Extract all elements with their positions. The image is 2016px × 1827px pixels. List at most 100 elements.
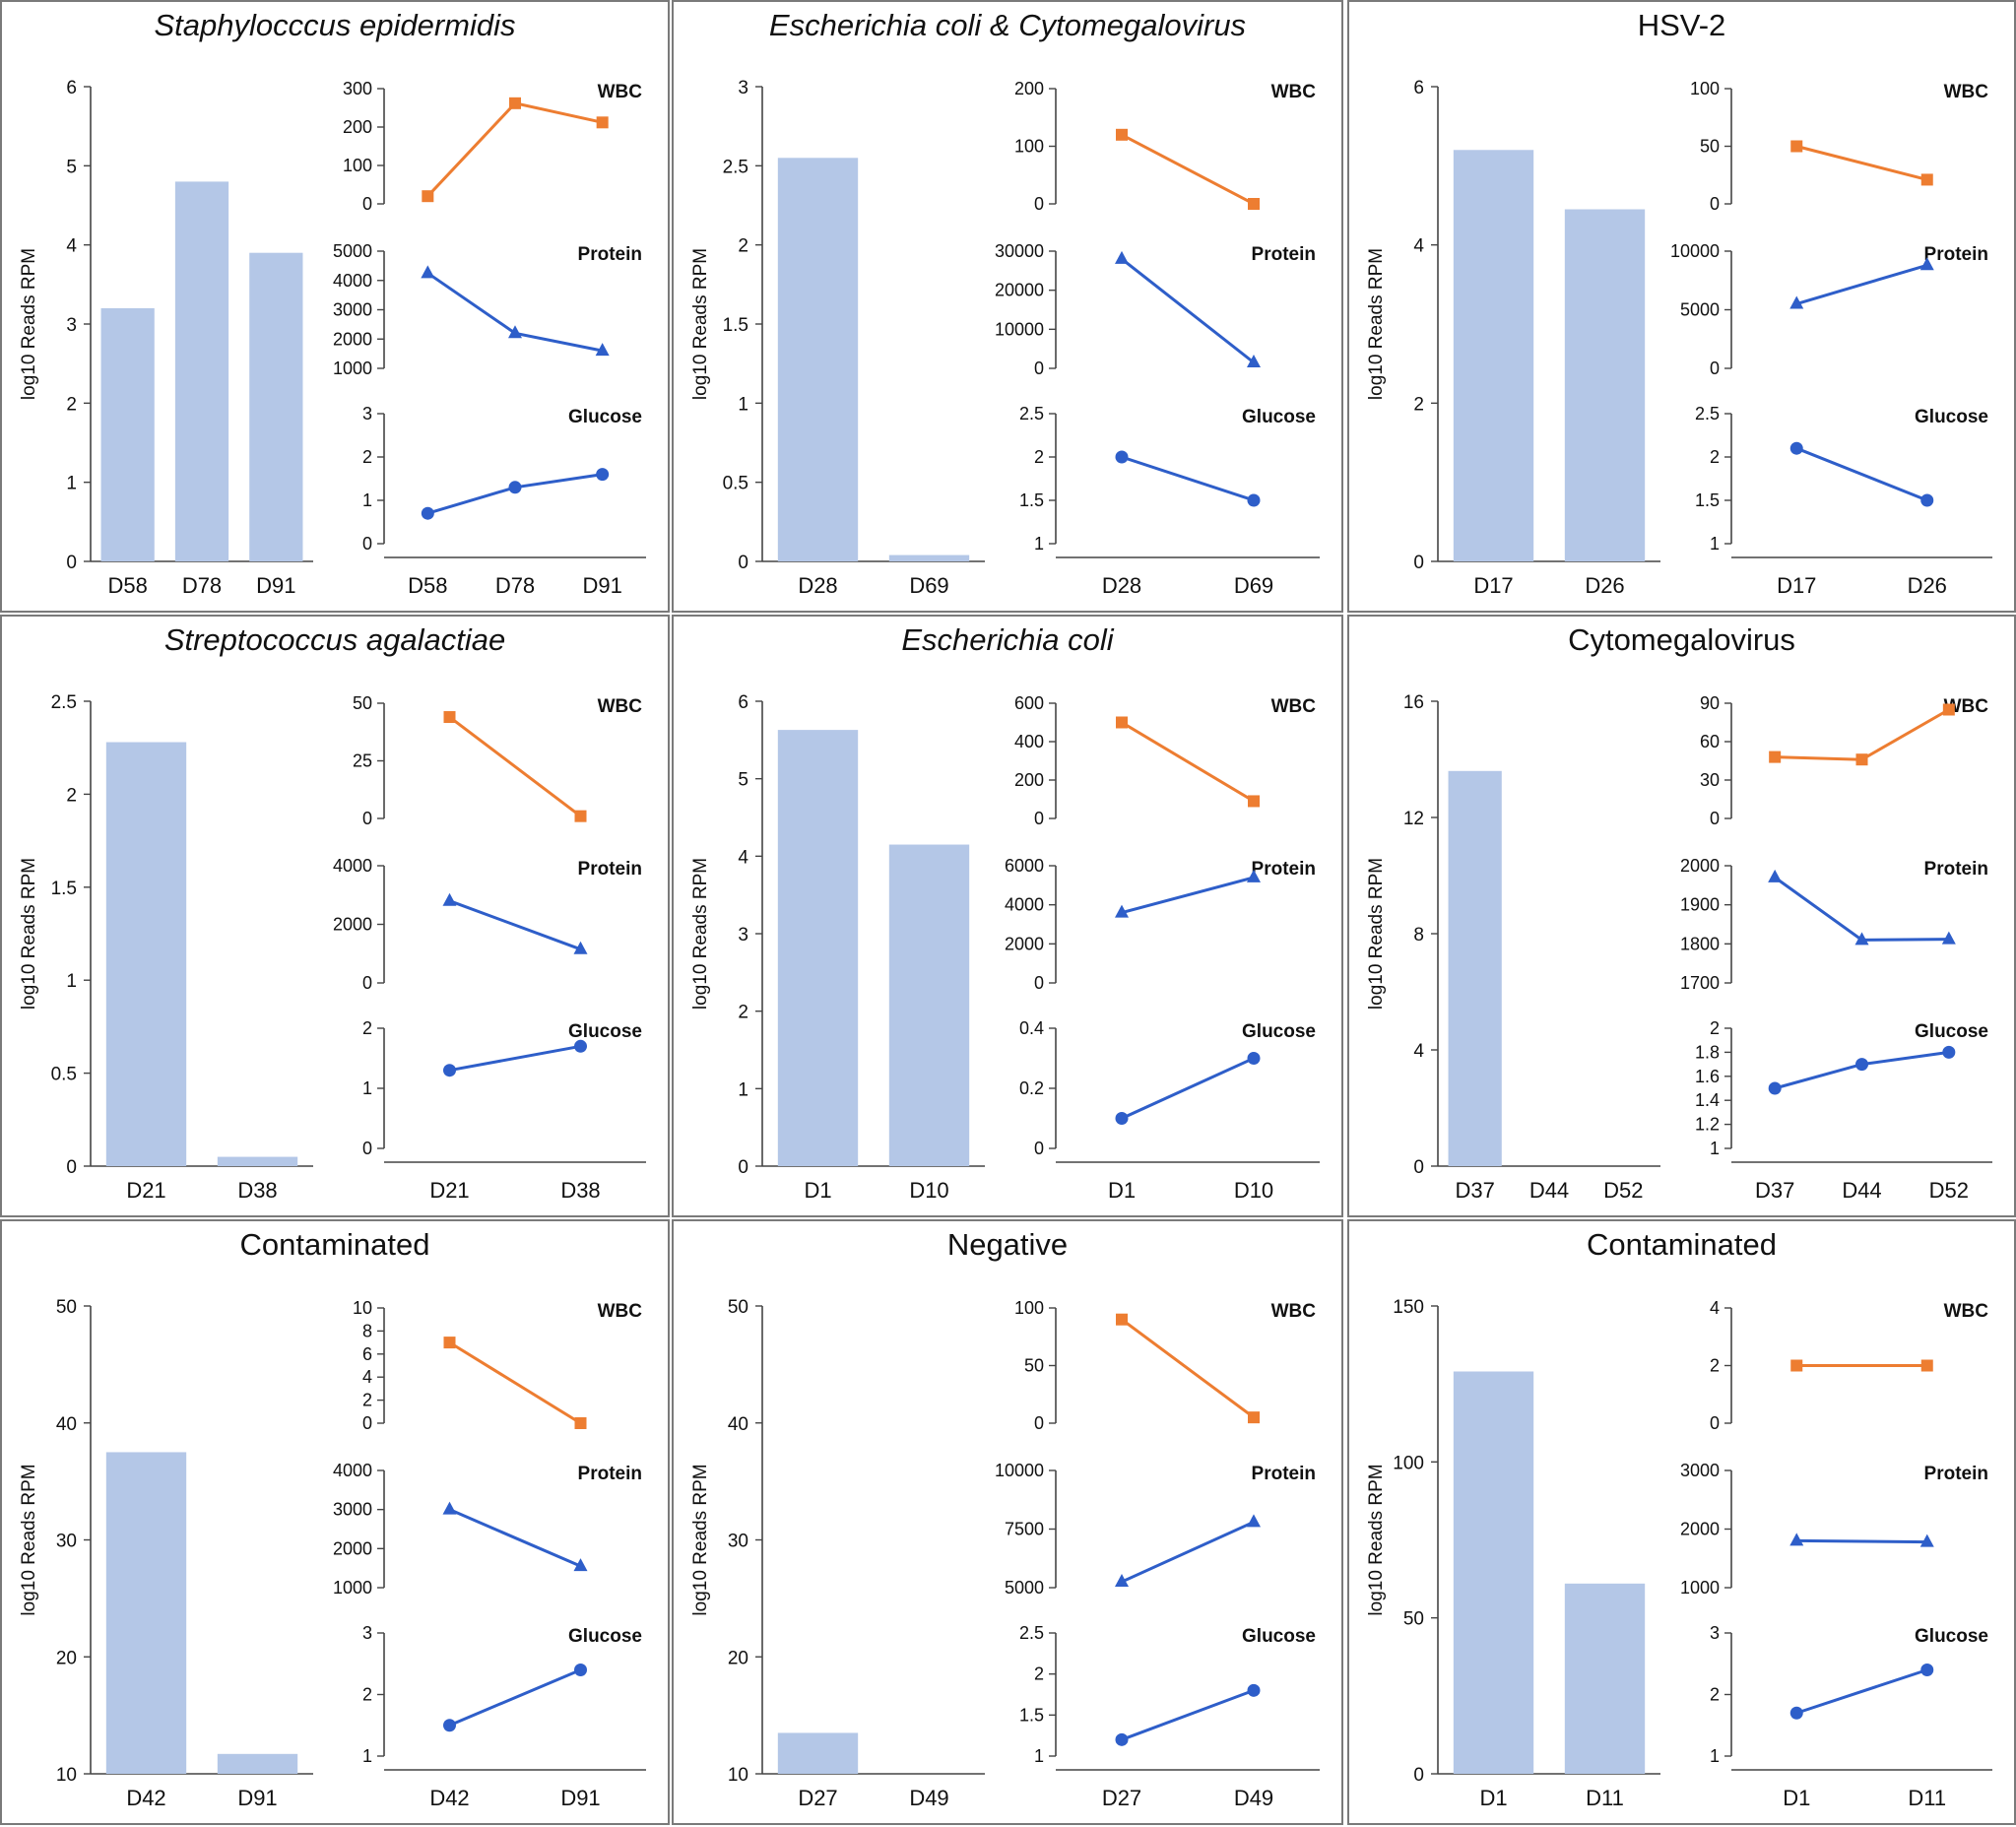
line-y-tick-label: 5000: [333, 241, 372, 261]
series-line: [426, 101, 603, 198]
bar-y-tick-label: 2: [66, 785, 77, 806]
bar-y-tick-label: 12: [1403, 809, 1424, 829]
data-point: [422, 190, 434, 203]
line-y-tick-label: 60: [1700, 732, 1720, 751]
series-label: WBC: [1271, 1301, 1317, 1322]
bar-x-tick-label: D42: [126, 1786, 165, 1810]
line-y-tick-label: 50: [353, 693, 372, 713]
line-y-tick-label: 1800: [1680, 934, 1720, 953]
line-y-tick-label: 3000: [333, 1500, 372, 1520]
data-point: [1919, 257, 1934, 271]
line-y-tick-label: 1: [1034, 534, 1044, 554]
bar-y-tick-label: 50: [1403, 1609, 1424, 1630]
line-y-tick-label: 4: [1710, 1298, 1720, 1318]
bar-y-tick-label: 10: [56, 1765, 77, 1786]
bar: [105, 1452, 187, 1774]
line-y-tick-label: 1: [1710, 1746, 1720, 1766]
series-label: Protein: [1924, 1464, 1988, 1484]
chart-title: Negative: [946, 1227, 1069, 1262]
chart-title: Escherichia coli: [901, 622, 1114, 657]
data-point: [508, 481, 522, 494]
bar: [777, 158, 859, 562]
data-point: [1768, 1081, 1782, 1095]
series-line: [1795, 263, 1928, 305]
bar-y-tick-label: 3: [66, 315, 77, 336]
series-line: [1121, 257, 1255, 364]
chart-panel: Contaminated 10 20 30 40 50 log10 Reads RPM D42…: [0, 1219, 670, 1825]
line-y-tick-label: 2.5: [1019, 1623, 1044, 1643]
data-point: [1855, 1058, 1868, 1072]
series-line: [1795, 145, 1928, 181]
bar-y-tick-label: 0.5: [723, 474, 748, 494]
data-point: [1768, 869, 1783, 882]
series-line: [1796, 1538, 1927, 1544]
data-point: [1920, 173, 1933, 186]
data-point: [573, 1558, 588, 1572]
chart-svg: 0 0.5 1 1.5 2 2.5 log10 Reads RPM D21 D38 D21 D38 0…: [19, 692, 646, 1203]
data-point: [443, 711, 456, 724]
bar-y-tick-label: 1.5: [723, 315, 748, 336]
data-point: [421, 506, 434, 520]
line-y-tick-label: 3000: [1680, 1461, 1720, 1480]
line-x-tick-label: D27: [1102, 1786, 1141, 1810]
line-y-tick-label: 2000: [333, 1538, 372, 1558]
bar-y-tick-label: 4: [66, 236, 77, 257]
series-line: [448, 1508, 582, 1568]
series-label: Protein: [578, 1464, 642, 1484]
line-y-tick-label: 50: [1700, 137, 1720, 157]
data-point: [1920, 1664, 1934, 1676]
line-y-tick-label: 0: [362, 1413, 372, 1433]
series-label: Protein: [1924, 244, 1988, 265]
line-x-tick-label: D38: [560, 1178, 600, 1203]
line-y-tick-label: 1000: [333, 1578, 372, 1598]
line-y-tick-label: 2000: [1680, 1520, 1720, 1539]
bar-y-tick-label: 50: [728, 1297, 748, 1318]
chart-panel: Streptococcus agalactiae 0 0.5 1 1.5 2 2.5 log1…: [0, 615, 670, 1217]
data-point: [1115, 1574, 1129, 1588]
bar-y-tick-label: 0: [738, 1157, 748, 1178]
line-y-tick-label: 10000: [995, 319, 1044, 339]
series-line: [1121, 876, 1255, 915]
bar-x-tick-label: D10: [909, 1178, 948, 1203]
series-label: WBC: [1944, 1301, 1989, 1322]
chart-svg: 10 20 30 40 50 log10 Reads RPM D27 D49 D27 D49 0 50…: [690, 1297, 1320, 1810]
line-y-tick-label: 2000: [333, 329, 372, 349]
line-y-tick-label: 0: [362, 1139, 372, 1158]
data-point: [1248, 795, 1260, 808]
bar-y-tick-label: 10: [728, 1765, 748, 1786]
series-label: WBC: [1271, 82, 1317, 102]
line-y-tick-label: 0.2: [1019, 1078, 1044, 1098]
series-line: [1774, 876, 1949, 942]
bar-y-tick-label: 50: [56, 1297, 77, 1318]
line-x-tick-label: D1: [1108, 1178, 1136, 1203]
line-y-tick-label: 200: [343, 117, 372, 137]
line-x-tick-label: D49: [1234, 1786, 1273, 1810]
data-point: [1116, 716, 1128, 729]
bar-y-tick-label: 5: [66, 157, 77, 177]
series-label: Protein: [1252, 859, 1316, 880]
series-line: [1795, 446, 1928, 502]
series-label: WBC: [1944, 82, 1989, 102]
data-point: [1115, 1112, 1129, 1125]
data-point: [574, 1664, 587, 1676]
line-x-tick-label: D21: [429, 1178, 469, 1203]
series-line: [448, 1668, 582, 1728]
data-point: [1789, 441, 1803, 455]
line-x-tick-label: D58: [408, 573, 447, 598]
bar-y-tick-label: 6: [1413, 78, 1424, 98]
line-y-tick-label: 100: [1690, 79, 1720, 98]
series-line: [1121, 1520, 1255, 1584]
data-point: [574, 810, 587, 822]
line-y-tick-label: 100: [1014, 137, 1044, 157]
line-y-tick-label: 1900: [1680, 895, 1720, 915]
bar-y-tick-label: 0: [1413, 1765, 1424, 1786]
bar-y-tick-label: 100: [1393, 1453, 1424, 1473]
data-point: [1116, 1313, 1128, 1326]
chart-svg: 10 20 30 40 50 log10 Reads RPM D42 D91 D42 D91 0 2 4…: [19, 1297, 646, 1810]
line-y-tick-label: 1.8: [1695, 1042, 1720, 1062]
bar: [100, 307, 155, 561]
line-y-tick-label: 1.5: [1019, 1705, 1044, 1725]
line-x-tick-label: D17: [1777, 573, 1816, 598]
data-point: [596, 116, 609, 129]
